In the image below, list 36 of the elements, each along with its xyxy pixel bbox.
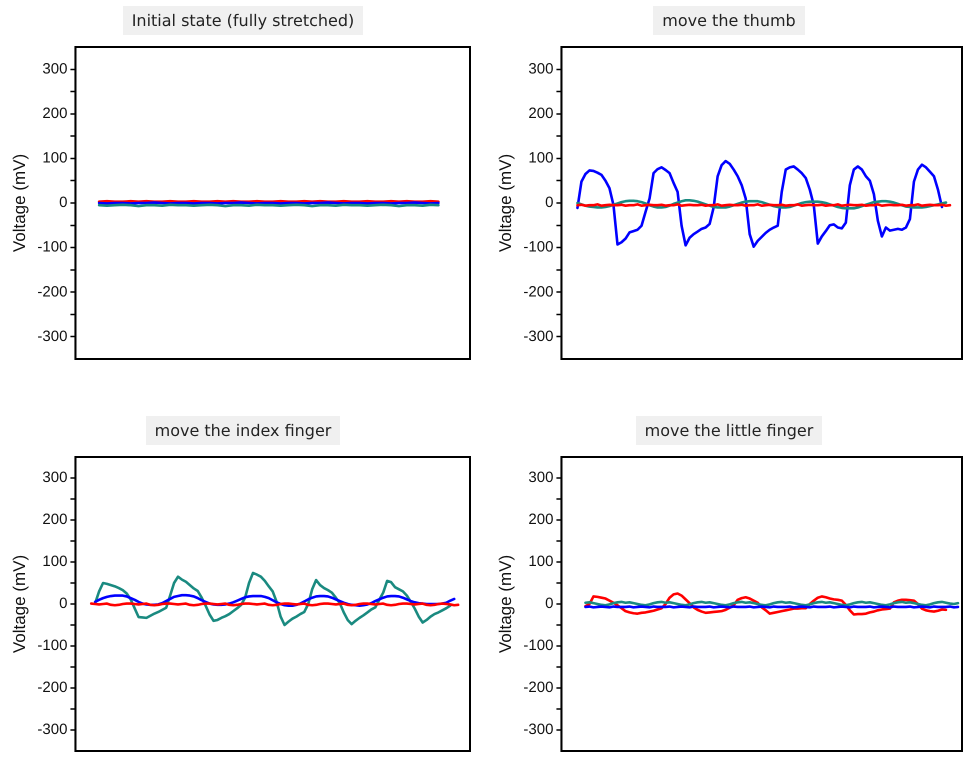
y-tick-label: -300 <box>523 721 554 738</box>
y-tick-label: -200 <box>37 679 68 696</box>
y-tick-label: 0 <box>59 194 68 212</box>
chart-title: move the index finger <box>146 416 340 445</box>
y-tick-label: 0 <box>545 595 554 612</box>
y-tick-label: 300 <box>42 60 68 78</box>
y-axis-title: Voltage (mV) <box>496 554 515 654</box>
y-tick-label: -300 <box>523 328 554 345</box>
chart-title: Initial state (fully stretched) <box>122 6 364 35</box>
y-tick-label: 200 <box>528 511 554 528</box>
y-tick-label: -200 <box>37 283 68 300</box>
y-tick-label: 100 <box>42 150 68 167</box>
y-tick-label: 100 <box>528 553 554 570</box>
y-tick-label: -100 <box>37 238 68 256</box>
y-tick-label: 200 <box>528 105 554 122</box>
y-tick-label: -200 <box>523 283 554 300</box>
y-tick-label: 100 <box>42 553 68 570</box>
y-tick-label: -300 <box>37 328 68 345</box>
y-tick-label: 300 <box>528 469 554 486</box>
y-tick-label: 100 <box>528 150 554 167</box>
y-axis-title: Voltage (mV) <box>10 554 29 654</box>
y-tick-label: -200 <box>523 679 554 696</box>
chart-title: move the thumb <box>653 6 805 35</box>
y-tick-label: 0 <box>545 194 554 212</box>
y-tick-label: -100 <box>37 637 68 654</box>
y-axis-title: Voltage (mV) <box>10 154 29 252</box>
y-tick-label: 0 <box>59 595 68 612</box>
y-tick-label: 300 <box>42 469 68 486</box>
y-tick-label: 200 <box>42 105 68 122</box>
y-tick-label: -300 <box>37 721 68 738</box>
y-axis-title: Voltage (mV) <box>496 154 515 252</box>
y-tick-label: 300 <box>528 60 554 78</box>
y-tick-label: 200 <box>42 511 68 528</box>
y-tick-label: -100 <box>523 238 554 256</box>
chart-title: move the little finger <box>636 416 822 445</box>
y-tick-label: -100 <box>523 637 554 654</box>
